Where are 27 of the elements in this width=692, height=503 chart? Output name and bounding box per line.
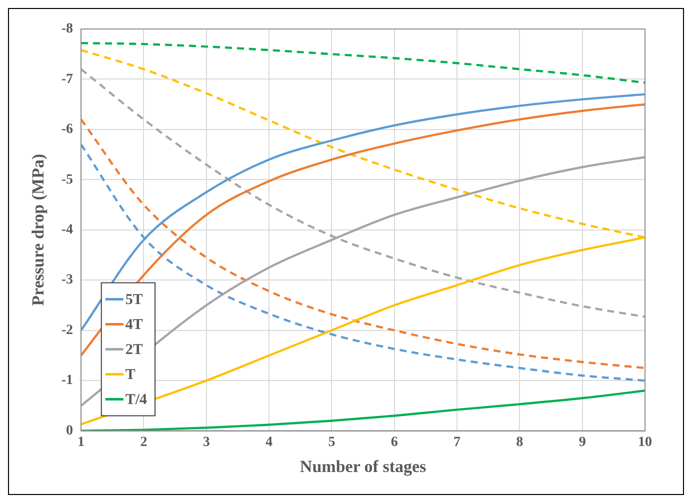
y-tick-label: -4 [61,222,74,238]
y-tick-label: -8 [61,22,74,37]
legend-label: 4T [125,317,143,334]
y-tick-label: -1 [61,373,74,388]
x-tick-label: 9 [578,434,586,450]
y-tick-label: -7 [61,72,74,87]
x-tick-label: 2 [140,434,148,450]
legend-label: T [125,367,136,384]
y-tick-label: 0 [66,423,74,438]
x-tick-label: 1 [78,434,85,450]
y-tick-label: -3 [61,272,74,288]
x-tick-label: 4 [266,434,273,450]
line-series [81,42,645,84]
legend-label: T/4 [125,392,148,408]
x-tick-label: 5 [328,434,336,450]
x-tick-label: 8 [516,434,524,450]
x-tick-label: 6 [390,434,398,450]
legend-label: 5T [125,292,143,308]
legend-label: 2T [125,342,143,358]
y-tick-label: -2 [61,322,74,338]
x-tick-label: 7 [454,434,461,450]
x-tick-label: 3 [202,434,210,450]
y-tick-label: -6 [61,122,74,138]
x-axis-title: Number of stages [300,457,427,476]
y-axis-title: Pressure drop (MPa) [28,154,48,306]
y-tick-label: -5 [61,172,74,188]
x-tick-label: 10 [638,434,652,450]
